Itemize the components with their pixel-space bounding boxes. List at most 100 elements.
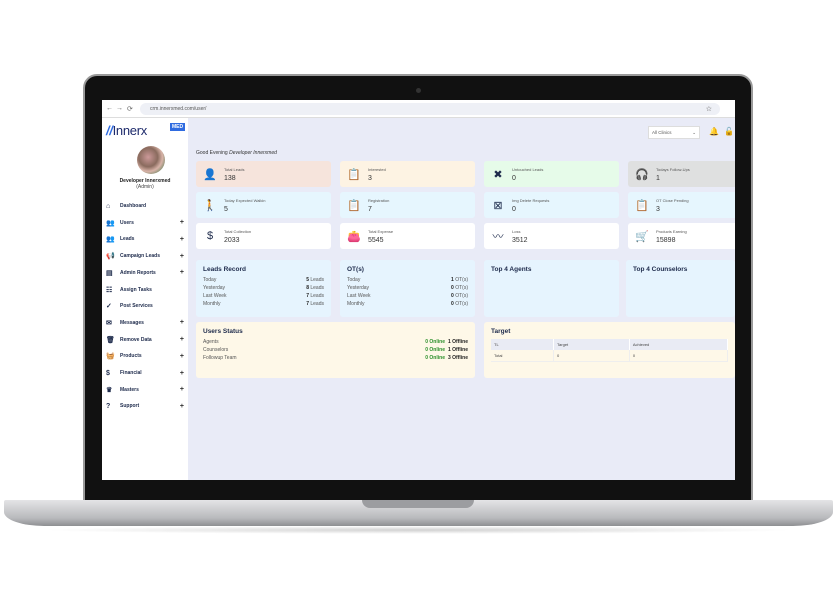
stat-card-ot-close-pending[interactable]: 📋 OT Close Pending 3 <box>628 192 735 218</box>
row-value: 1 OT(s) <box>451 277 468 285</box>
user-x-icon: ✖ <box>493 168 503 181</box>
row-count: 0 <box>451 301 454 307</box>
sidebar-item-assign-tasks[interactable]: ☷ Assign Tasks <box>106 284 184 296</box>
status-values: 0 Online 3 Offline <box>425 355 468 363</box>
row-count: 1 <box>451 277 454 283</box>
megaphone-icon: 📢 <box>106 253 115 261</box>
user-status-row: Followup Team 0 Online 3 Offline <box>203 355 468 363</box>
clipboard-check-icon: 📋 <box>347 168 361 181</box>
sidebar-item-post-services[interactable]: ✓ Post Services <box>106 300 184 312</box>
avatar[interactable] <box>137 146 165 174</box>
row-unit: Leads <box>310 277 324 283</box>
back-button[interactable]: ← <box>106 105 113 112</box>
expand-icon[interactable]: + <box>179 219 184 227</box>
row-label: Today <box>347 277 361 283</box>
stat-text: Total Expense 5545 <box>368 229 393 244</box>
panel-title: OT(s) <box>347 266 364 273</box>
stat-title: Interested <box>368 166 386 172</box>
sidebar-item-dashboard[interactable]: ⌂ Dashboard <box>106 200 184 212</box>
expand-icon[interactable]: + <box>179 369 184 377</box>
stat-card-registration[interactable]: 📋 Registration 7 <box>340 192 475 218</box>
record-row: Today 5 Leads <box>203 277 324 285</box>
stat-card-loss[interactable]: 〰 Loss 3512 <box>484 223 619 249</box>
row-label: Agents <box>203 339 219 345</box>
row-unit: OT(s) <box>455 301 468 307</box>
tasks-icon: ☷ <box>106 286 113 294</box>
stat-value: 2033 <box>224 236 240 244</box>
report-icon: ▤ <box>106 269 113 277</box>
expand-icon[interactable]: + <box>179 336 184 344</box>
expand-icon[interactable]: + <box>179 402 184 410</box>
basket-icon: 🧺 <box>106 353 115 361</box>
row-label: Monthly <box>203 301 221 307</box>
column-header: Target <box>553 339 630 350</box>
forward-button[interactable]: → <box>116 105 123 112</box>
stat-card-total-expense[interactable]: 👛 Total Expense 5545 <box>340 223 475 249</box>
address-bar[interactable]: crm.innerxmed.com/user/ ☆ <box>140 103 720 115</box>
image-off-icon: ⊠ <box>493 199 503 212</box>
sidebar-item-support[interactable]: ? Support + <box>106 400 184 412</box>
record-row: Monthly 7 Leads <box>203 301 324 309</box>
ots-panel: OT(s) Today 1 OT(s) Yesterday 0 OT(s) Last We… <box>340 260 475 317</box>
stat-value: 3 <box>368 174 372 182</box>
sidebar-item-remove-data[interactable]: 🗑 Remove Data + <box>106 334 184 346</box>
url-text: crm.innerxmed.com/user/ <box>150 106 207 112</box>
stat-title: Registration <box>368 197 390 203</box>
stat-card-img-delete-requests[interactable]: ⊠ Img Delete Requests 0 <box>484 192 619 218</box>
stat-value: 5 <box>224 205 228 213</box>
sidebar-item-campaign-leads[interactable]: 📢 Campaign Leads + <box>106 250 184 262</box>
webcam <box>416 88 421 93</box>
stat-card-interested[interactable]: 📋 Interested 3 <box>340 161 475 187</box>
sidebar-item-leads[interactable]: 👥 Leads + <box>106 233 184 245</box>
logo[interactable]: //Innerx <box>106 123 147 138</box>
expand-icon[interactable]: + <box>179 269 184 277</box>
row-label: Followup Team <box>203 355 237 361</box>
stat-card-products-earning[interactable]: 🛒 Products Earning 15898 <box>628 223 735 249</box>
row-count: 5 <box>306 277 309 283</box>
table-cell: 0 <box>629 350 729 362</box>
sidebar-item-label: Products <box>120 353 142 360</box>
walk-icon: 🚶 <box>203 199 217 212</box>
expand-icon[interactable]: + <box>179 235 184 243</box>
stat-card-total-collection[interactable]: $ Total Collection 2033 <box>196 223 331 249</box>
reload-button[interactable]: ⟳ <box>127 106 133 113</box>
target-panel: Target TL Target Achieved Total 0 0 <box>484 322 735 378</box>
row-value: 0 OT(s) <box>451 301 468 309</box>
bell-icon[interactable]: 🔔 <box>709 127 719 136</box>
expand-icon[interactable]: + <box>179 352 184 360</box>
stat-title: Total Expense <box>368 228 394 234</box>
stat-text: Loss 3512 <box>512 229 528 244</box>
leads-record-panel: Leads Record Today 5 Leads Yesterday 8 Leads… <box>196 260 331 317</box>
stat-card-total-leads[interactable]: 👤 Total Leads 138 <box>196 161 331 187</box>
row-count: 8 <box>306 285 309 291</box>
sidebar-item-label: Support <box>120 403 140 410</box>
home-icon: ⌂ <box>106 202 111 210</box>
expand-icon[interactable]: + <box>179 319 184 327</box>
sidebar-item-messages[interactable]: ✉ Messages + <box>106 317 184 329</box>
stat-text: Todays Follow-Ups 1 <box>656 167 690 182</box>
sidebar-item-users[interactable]: 👥 Users + <box>106 217 184 229</box>
stat-title: Todays Follow-Ups <box>656 166 690 172</box>
stat-card-untouched-leads[interactable]: ✖ Untouched Leads 0 <box>484 161 619 187</box>
sidebar-item-label: Financial <box>120 370 142 376</box>
lock-icon[interactable]: 🔓 <box>724 127 734 136</box>
expand-icon[interactable]: + <box>179 252 184 260</box>
row-label: Monthly <box>347 301 365 307</box>
stat-card-todays-follow-ups[interactable]: 🎧 Todays Follow-Ups 1 <box>628 161 735 187</box>
user-status-row: Agents 0 Online 1 Offline <box>203 339 468 347</box>
star-icon[interactable]: ☆ <box>705 106 712 113</box>
sidebar-item-masters[interactable]: ♛ Masters + <box>106 384 184 396</box>
record-row: Last Week 7 Leads <box>203 293 324 301</box>
clinic-select[interactable]: All Clinics ⌄ <box>648 126 700 139</box>
stat-text: Products Earning 15898 <box>656 229 687 244</box>
sidebar-item-admin-reports[interactable]: ▤ Admin Reports + <box>106 267 184 279</box>
table-row: Total 0 0 <box>491 350 729 362</box>
sidebar-item-financial[interactable]: $ Financial + <box>106 367 184 379</box>
online-count: 0 Online <box>425 347 445 353</box>
stat-card-today-expected-walkin[interactable]: 🚶 Today Expected Walkin 5 <box>196 192 331 218</box>
sidebar-item-label: Masters <box>120 386 139 393</box>
sidebar-item-label: Dashboard <box>120 203 147 209</box>
column-header: Achieved <box>629 339 729 350</box>
expand-icon[interactable]: + <box>179 386 184 394</box>
sidebar-item-products[interactable]: 🧺 Products + <box>106 350 184 362</box>
